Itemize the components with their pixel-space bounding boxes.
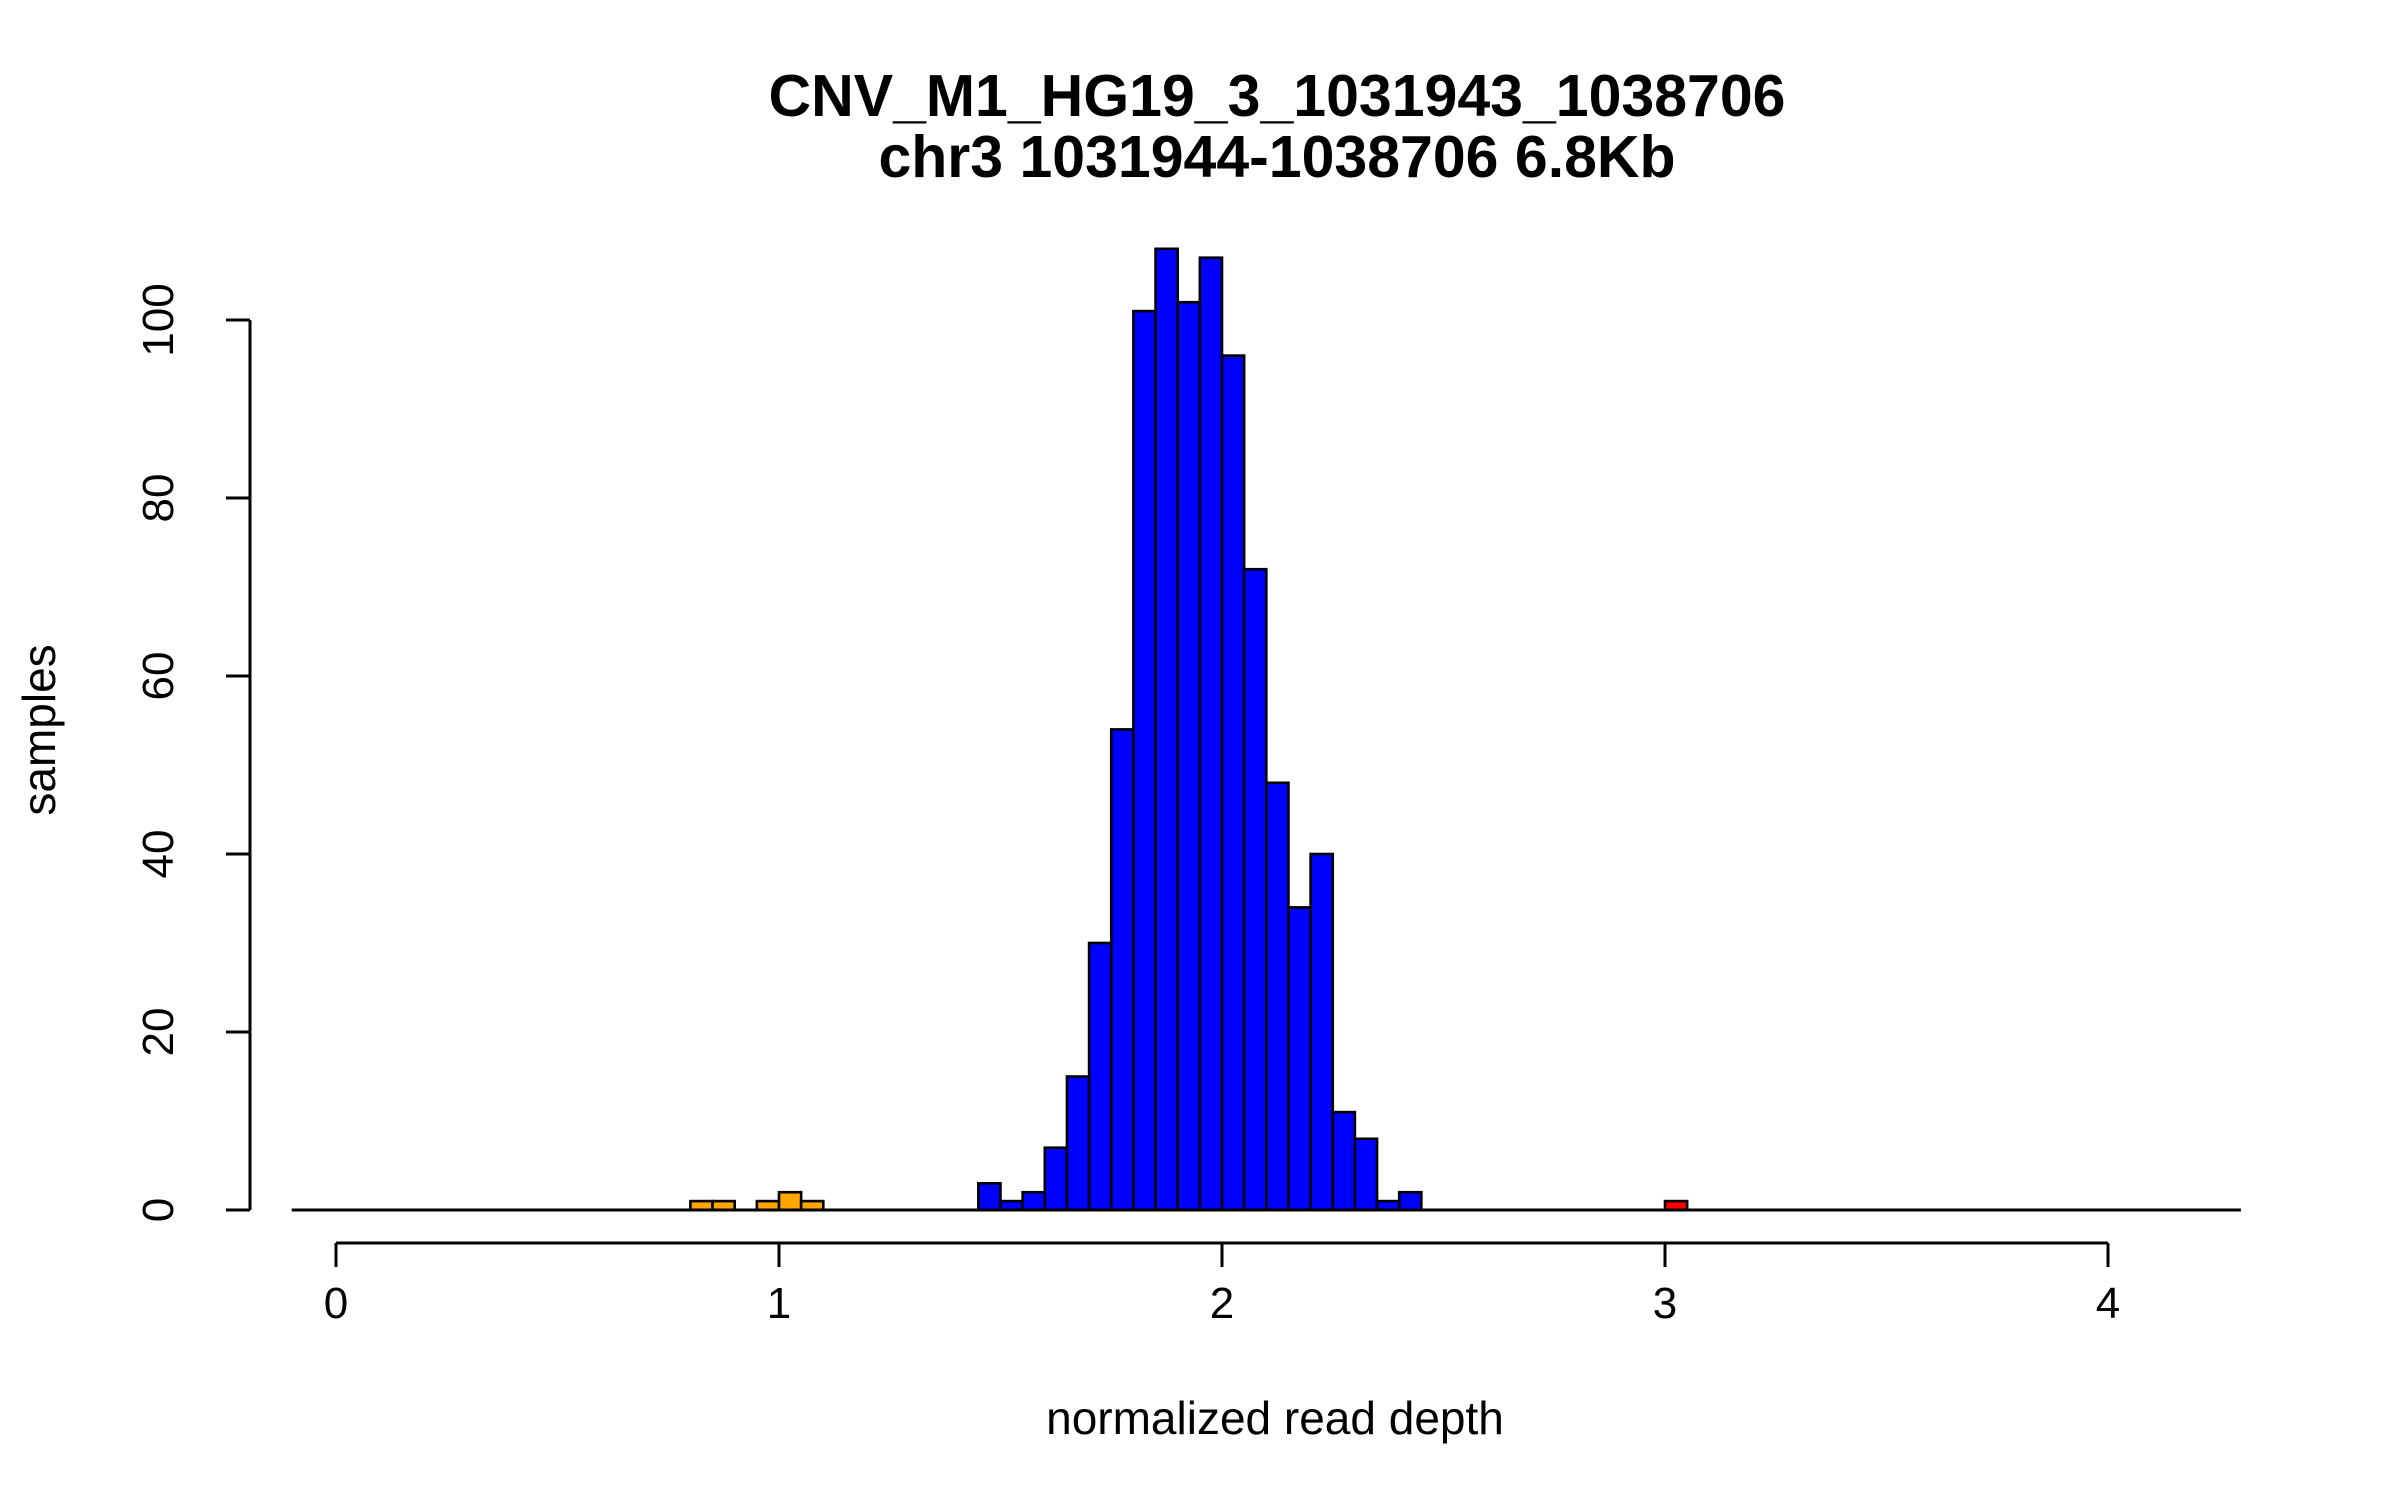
x-axis: 0 1 2 3 4 <box>324 1241 2120 1328</box>
x-tick-label-2: 2 <box>1210 1279 1234 1328</box>
histogram-bar-21 <box>1331 1110 1357 1212</box>
x-tick-label-3: 3 <box>1653 1279 1677 1328</box>
chart-title: CNV_M1_HG19_3_1031943_1038706 <box>769 63 1786 129</box>
y-tick-label-40: 40 <box>134 830 183 879</box>
y-tick-label-0: 0 <box>134 1198 183 1222</box>
y-tick-label-60: 60 <box>134 652 183 701</box>
x-tick-label-0: 0 <box>324 1279 348 1328</box>
histogram-bar-7 <box>1021 1190 1047 1212</box>
y-axis: 0 20 40 60 80 100 <box>134 283 252 1222</box>
histogram-bar-19 <box>1287 906 1312 1212</box>
histogram-bar-15 <box>1198 256 1224 1212</box>
y-tick-label-20: 20 <box>134 1008 183 1057</box>
histogram-bar-13 <box>1154 247 1180 1212</box>
histogram-bar-11 <box>1109 728 1135 1212</box>
histogram-bars <box>291 247 2241 1212</box>
histogram-bar-18 <box>1265 781 1290 1212</box>
x-axis-label: normalized read depth <box>1046 1392 1504 1444</box>
histogram-bar-20 <box>1309 852 1335 1212</box>
histogram-bar-24 <box>1397 1190 1423 1212</box>
histogram-bar-17 <box>1242 567 1268 1212</box>
histogram-bar-22 <box>1353 1137 1379 1212</box>
x-tick-label-1: 1 <box>767 1279 791 1328</box>
x-tick-label-4: 4 <box>2096 1279 2120 1328</box>
histogram-bar-10 <box>1087 941 1113 1212</box>
histogram-bar-12 <box>1132 309 1157 1212</box>
y-tick-label-80: 80 <box>134 474 183 523</box>
y-axis-label: samples <box>13 644 65 815</box>
histogram-bar-5 <box>977 1182 1002 1212</box>
histogram-bar-3 <box>777 1190 803 1212</box>
histogram-bar-16 <box>1220 354 1246 1212</box>
y-tick-label-100: 100 <box>134 283 183 356</box>
histogram-bar-14 <box>1176 300 1202 1212</box>
histogram-bar-9 <box>1065 1075 1091 1212</box>
histogram-bar-8 <box>1043 1146 1069 1212</box>
chart-subtitle: chr3 1031944-1038706 6.8Kb <box>878 124 1675 190</box>
